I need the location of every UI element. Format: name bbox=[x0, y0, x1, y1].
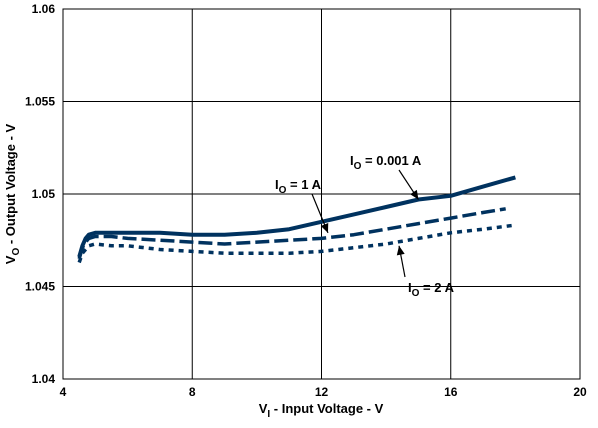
x-tick-label: 12 bbox=[315, 385, 329, 399]
annotation-io-1: IO = 1 A bbox=[275, 177, 322, 196]
annotation-io-0001: IO = 0.001 A bbox=[350, 153, 422, 172]
y-tick-label: 1.06 bbox=[32, 2, 56, 16]
y-tick-label: 1.045 bbox=[25, 280, 55, 294]
y-tick-label: 1.04 bbox=[32, 372, 56, 386]
x-tick-label: 20 bbox=[573, 385, 587, 399]
y-tick-label: 1.05 bbox=[32, 187, 56, 201]
y-axis-title: VO - Output Voltage - V bbox=[3, 123, 22, 264]
x-tick-label: 4 bbox=[60, 385, 67, 399]
series-io-2 bbox=[77, 223, 513, 264]
annotation-arrows bbox=[311, 169, 419, 278]
x-axis-title: VI - Input Voltage - V bbox=[259, 401, 384, 420]
x-tick-label: 16 bbox=[444, 385, 458, 399]
plot-frame bbox=[62, 8, 581, 380]
y-tick-labels: 1.04 1.045 1.05 1.055 1.06 bbox=[25, 2, 55, 386]
annotation-arrow-io-1 bbox=[311, 193, 329, 234]
annotation-arrow-io-2 bbox=[396, 245, 406, 278]
annotation-arrow-io-0001 bbox=[398, 169, 419, 200]
x-tick-labels: 4 8 12 16 20 bbox=[60, 385, 587, 399]
x-tick-label: 8 bbox=[189, 385, 196, 399]
annotation-io-2: IO = 2 A bbox=[408, 280, 455, 299]
y-tick-label: 1.055 bbox=[25, 95, 55, 109]
series-io-1 bbox=[77, 207, 506, 260]
